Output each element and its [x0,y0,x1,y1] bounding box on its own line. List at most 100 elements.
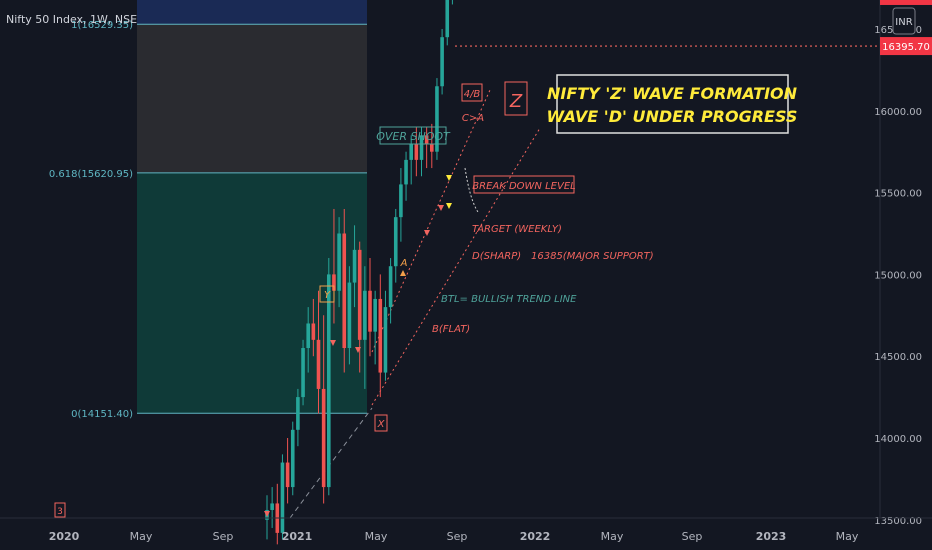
candle-body [285,462,290,488]
callout-line-2: WAVE 'D' UNDER PROGRESS [547,107,798,126]
y-wave-label: Y [324,290,331,301]
candle-body [352,249,357,283]
candle-body [290,429,295,488]
y-tick-label: 13500.00 [874,516,922,527]
marker-a [400,270,406,276]
break-down-level-label: BREAK DOWN LEVEL [472,181,575,192]
candle-body [383,307,388,373]
x-tick-label: Sep [682,530,703,543]
candle-body [445,0,450,38]
callout-line-1: NIFTY 'Z' WAVE FORMATION [547,84,798,103]
candle-body [296,397,300,430]
d-sharp-label: D(SHARP) [472,251,521,262]
price-badge-label-1: 16701.85 [882,0,930,3]
candle-body [363,290,367,340]
fib-label-1: 1(16529.35) [71,20,133,31]
dashed-projection-line [289,407,373,519]
markers [264,167,479,517]
candle-body [435,86,439,152]
break-down-arrow [464,167,479,213]
x-tick-label: May [836,530,859,543]
price-badge-1 [880,0,932,5]
fib-zone-0 [137,0,367,25]
btl-lower-line [371,127,541,406]
candle-body [440,37,444,87]
price-badge-label-2: 16395.70 [882,42,930,53]
marker-down-2 [330,340,336,346]
y-tick-label: 16000.00 [874,107,922,118]
fib-label-3: 0(14151.40) [71,409,133,420]
candle-body [270,503,274,510]
candle-body [414,143,419,160]
marker-down-3 [264,511,270,517]
candle-body [424,135,429,144]
candle-body [393,217,398,267]
candlestick-series [265,0,453,545]
candle-body [368,290,372,332]
candle-body [430,143,434,152]
price-badges: 17254.2016701.8516395.70 [880,0,932,56]
candle-body [321,388,326,488]
candle-body [337,233,341,291]
marker-down-7 [424,230,430,236]
x-tick-label: 2020 [49,530,80,543]
candle-body [332,274,336,291]
candle-body [347,282,352,349]
wave-3-label: 3 [57,507,63,517]
currency-label: INR [895,17,912,28]
y-tick-label: 15500.00 [874,189,922,200]
x-tick-label: May [601,530,624,543]
x-tick-label: May [130,530,153,543]
candle-body [373,298,377,332]
marker-down-1 [355,347,361,353]
candle-body [327,274,331,488]
major-support-label: 16385(MAJOR SUPPORT) [531,251,654,262]
marker-down-6 [446,203,452,209]
candle-body [311,323,316,340]
x-wave-label: X [377,419,386,430]
a-label: A [400,258,408,269]
btl-label: BTL= BULLISH TREND LINE [441,294,577,305]
y-tick-label: 14000.00 [874,434,922,445]
candle-body [306,323,310,349]
currency-button[interactable]: INR [892,7,916,35]
candle-body [316,339,321,389]
fib-zone-2 [137,172,367,414]
candle-body [419,135,424,160]
candle-body [301,348,305,398]
candle-body [378,298,383,373]
fib-label-2: 0.618(15620.95) [49,169,133,180]
b-flat-label: B(FLAT) [432,324,470,335]
annotation-texts: OVER SHOOT 4/B C>A Z BREAK DOWN LEVEL TA… [54,81,654,518]
fib-zone-1 [137,24,367,173]
marker-down-4 [438,205,444,211]
candle-body [357,249,362,340]
fib-labels: 1.618(17998.90)1(16529.35)0.618(15620.95… [49,20,133,420]
x-tick-label: Sep [213,530,234,543]
marker-down-5 [446,175,452,181]
trend-lines [289,89,541,519]
z-wave-label: Z [509,91,523,112]
target-weekly-label: TARGET (WEEKLY) [472,224,562,235]
x-tick-label: 2023 [756,530,787,543]
candle-body [409,143,413,160]
candle-body [399,184,403,218]
c-greater-a-label: C>A [462,113,484,124]
x-tick-label: 2022 [520,530,551,543]
y-tick-label: 14500.00 [874,352,922,363]
candle-body [404,159,408,185]
time-axis[interactable]: 2020 May Sep 2021 May Sep 2022 May Sep 2023 May [49,530,859,543]
y-tick-label: 15000.00 [874,270,922,281]
callout-box: NIFTY 'Z' WAVE FORMATION WAVE 'D' UNDER … [547,74,798,134]
x-tick-label: Sep [447,530,468,543]
price-badge-2 [880,37,932,56]
candle-body [388,266,393,308]
candle-body [280,462,285,533]
fibonacci-zones [137,0,367,414]
x-tick-label: 2021 [282,530,313,543]
candle-body [342,233,347,349]
chart-title: Nifty 50 Index, 1W, NSE [6,13,137,26]
price-levels [455,45,880,47]
wave-4b-label: 4/B [464,89,481,100]
